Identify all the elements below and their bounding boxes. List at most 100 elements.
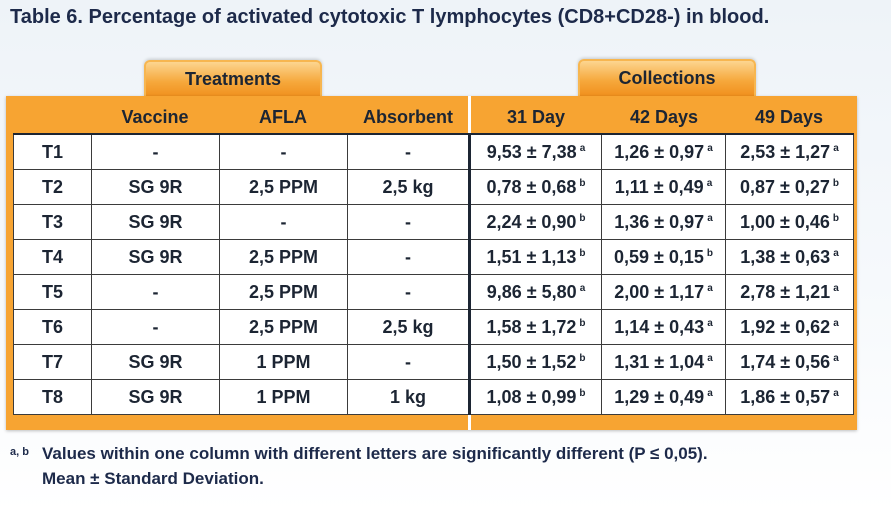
significance-letter: a — [833, 142, 839, 154]
mean-sd-value: 0,78 ± 0,68 — [486, 176, 577, 197]
col-header-day42: 42 Days — [629, 107, 699, 127]
afla-cell: 2,5 PPM — [219, 309, 348, 345]
mean-sd-value: 2,00 ± 1,17 — [614, 281, 705, 302]
collections-group-header: Collections — [578, 59, 756, 97]
results-table: T1- - -9,53 ± 7,38 a 1,26 ± 0,97 a 2,53 ± 1,27… — [13, 133, 854, 415]
col-header-day49: 49 Days — [754, 107, 824, 127]
mean-sd-value: 1,14 ± 0,43 — [614, 316, 705, 337]
treatment-id-cell: T4 — [13, 239, 92, 275]
day49-cell: 1,86 ± 0,57 a — [725, 379, 854, 415]
table-row: T3 SG 9R - -2,24 ± 0,90 b 1,36 ± 0,97 a 1,00 ± … — [13, 204, 854, 240]
significance-letter: a — [707, 212, 713, 224]
page-title: Table 6. Percentage of activated cytotox… — [10, 6, 770, 28]
afla-cell: 1 PPM — [219, 379, 348, 415]
vaccine-cell: - — [91, 309, 220, 345]
afla-cell: 2,5 PPM — [219, 169, 348, 205]
significance-letter: a — [707, 352, 713, 364]
significance-letter: b — [706, 247, 714, 259]
day31-cell: 1,08 ± 0,99 b — [468, 379, 602, 415]
day42-cell: 1,11 ± 0,49 a — [601, 169, 726, 205]
significance-letter: b — [579, 352, 586, 364]
significance-letter: b — [579, 177, 586, 189]
table-row: T7 SG 9R 1 PPM -1,50 ± 1,52 b 1,31 ± 1,04 a 1,7… — [13, 344, 854, 380]
significance-letter: a — [833, 317, 839, 329]
significance-letter: b — [579, 387, 586, 399]
significance-letter: b — [579, 247, 586, 259]
significance-letter: b — [579, 317, 586, 329]
footnote-letters: a, b — [10, 446, 29, 458]
footnote-mean-sd: Mean ± Standard Deviation. — [42, 469, 264, 488]
table-row: T5-2,5 PPM -9,86 ± 5,80 a 2,00 ± 1,17 a 2,78 … — [13, 274, 854, 310]
absorbent-cell: - — [347, 133, 470, 170]
treatments-group-header: Treatments — [144, 60, 322, 98]
day42-cell: 1,36 ± 0,97 a — [601, 204, 726, 240]
day49-cell: 1,92 ± 0,62 a — [725, 309, 854, 345]
afla-cell: - — [219, 204, 348, 240]
table-row: T1- - -9,53 ± 7,38 a 1,26 ± 0,97 a 2,53 ± 1,27… — [13, 133, 854, 170]
absorbent-cell: 2,5 kg — [347, 309, 470, 345]
absorbent-cell: - — [347, 344, 470, 380]
day31-cell: 2,24 ± 0,90 b — [468, 204, 602, 240]
table-row: T2 SG 9R 2,5 PPM 2,5 kg 0,78 ± 0,68 b 1,11 ± 0… — [13, 169, 854, 205]
day31-cell: 1,51 ± 1,13 b — [468, 239, 602, 275]
significance-letter: a — [579, 282, 586, 294]
afla-cell: 2,5 PPM — [219, 239, 348, 275]
mean-sd-value: 1,26 ± 0,97 — [614, 141, 705, 162]
day31-cell: 9,53 ± 7,38 a — [468, 133, 602, 170]
day49-cell: 1,00 ± 0,46 b — [725, 204, 854, 240]
day31-cell: 1,50 ± 1,52 b — [468, 344, 602, 380]
table-row: T4 SG 9R 2,5 PPM -1,51 ± 1,13 b 0,59 ± 0,15 b 1… — [13, 239, 854, 275]
treatment-id-cell: T3 — [13, 204, 92, 240]
table-row: T6-2,5 PPM 2,5 kg 1,58 ± 1,72 b 1,14 ± 0,43 a… — [13, 309, 854, 345]
mean-sd-value: 2,53 ± 1,27 — [740, 141, 831, 162]
day49-cell: 2,53 ± 1,27 a — [725, 133, 854, 170]
day42-cell: 1,29 ± 0,49 a — [601, 379, 726, 415]
absorbent-cell: - — [347, 239, 470, 275]
significance-letter: b — [832, 177, 840, 189]
vaccine-cell: SG 9R — [91, 239, 220, 275]
significance-letter: b — [579, 212, 586, 224]
mean-sd-value: 0,87 ± 0,27 — [739, 176, 830, 197]
day42-cell: 1,31 ± 1,04 a — [601, 344, 726, 380]
significance-letter: a — [707, 282, 713, 294]
day42-cell: 2,00 ± 1,17 a — [601, 274, 726, 310]
treatment-id-cell: T8 — [13, 379, 92, 415]
col-header-absorbent: Absorbent — [363, 107, 453, 127]
absorbent-cell: 1 kg — [347, 379, 470, 415]
mean-sd-value: 1,74 ± 0,56 — [740, 351, 831, 372]
significance-letter: b — [832, 212, 840, 224]
mean-sd-value: 1,00 ± 0,46 — [739, 211, 830, 232]
significance-letter: a — [706, 177, 713, 189]
day31-cell: 1,58 ± 1,72 b — [468, 309, 602, 345]
treatment-id-cell: T2 — [13, 169, 92, 205]
significance-letter: a — [707, 317, 713, 329]
mean-sd-value: 1,51 ± 1,13 — [486, 246, 577, 267]
day42-cell: 0,59 ± 0,15 b — [601, 239, 726, 275]
treatment-id-cell: T7 — [13, 344, 92, 380]
day49-cell: 0,87 ± 0,27 b — [725, 169, 854, 205]
absorbent-cell: - — [347, 204, 470, 240]
mean-sd-value: 9,86 ± 5,80 — [486, 281, 577, 302]
mean-sd-value: 2,24 ± 0,90 — [486, 211, 577, 232]
mean-sd-value: 2,78 ± 1,21 — [740, 281, 831, 302]
mean-sd-value: 1,58 ± 1,72 — [486, 316, 577, 337]
mean-sd-value: 1,36 ± 0,97 — [614, 211, 705, 232]
vaccine-cell: - — [91, 133, 220, 170]
mean-sd-value: 1,08 ± 0,99 — [486, 386, 577, 407]
mean-sd-value: 9,53 ± 7,38 — [486, 141, 577, 162]
mean-sd-value: 1,29 ± 0,49 — [614, 386, 705, 407]
mean-sd-value: 1,31 ± 1,04 — [614, 351, 705, 372]
vaccine-cell: SG 9R — [91, 169, 220, 205]
col-header-vaccine: Vaccine — [121, 107, 189, 127]
table-row: T8 SG 9R 1 PPM 1 kg 1,08 ± 0,99 b 1,29 ± 0,49 a… — [13, 379, 854, 415]
significance-letter: a — [707, 142, 713, 154]
day49-cell: 1,74 ± 0,56 a — [725, 344, 854, 380]
treatment-id-cell: T5 — [13, 274, 92, 310]
afla-cell: 1 PPM — [219, 344, 348, 380]
day42-cell: 1,26 ± 0,97 a — [601, 133, 726, 170]
day49-cell: 1,38 ± 0,63 a — [725, 239, 854, 275]
treatment-id-cell: T1 — [13, 133, 92, 170]
day42-cell: 1,14 ± 0,43 a — [601, 309, 726, 345]
day31-cell: 0,78 ± 0,68 b — [468, 169, 602, 205]
mean-sd-value: 1,50 ± 1,52 — [486, 351, 577, 372]
